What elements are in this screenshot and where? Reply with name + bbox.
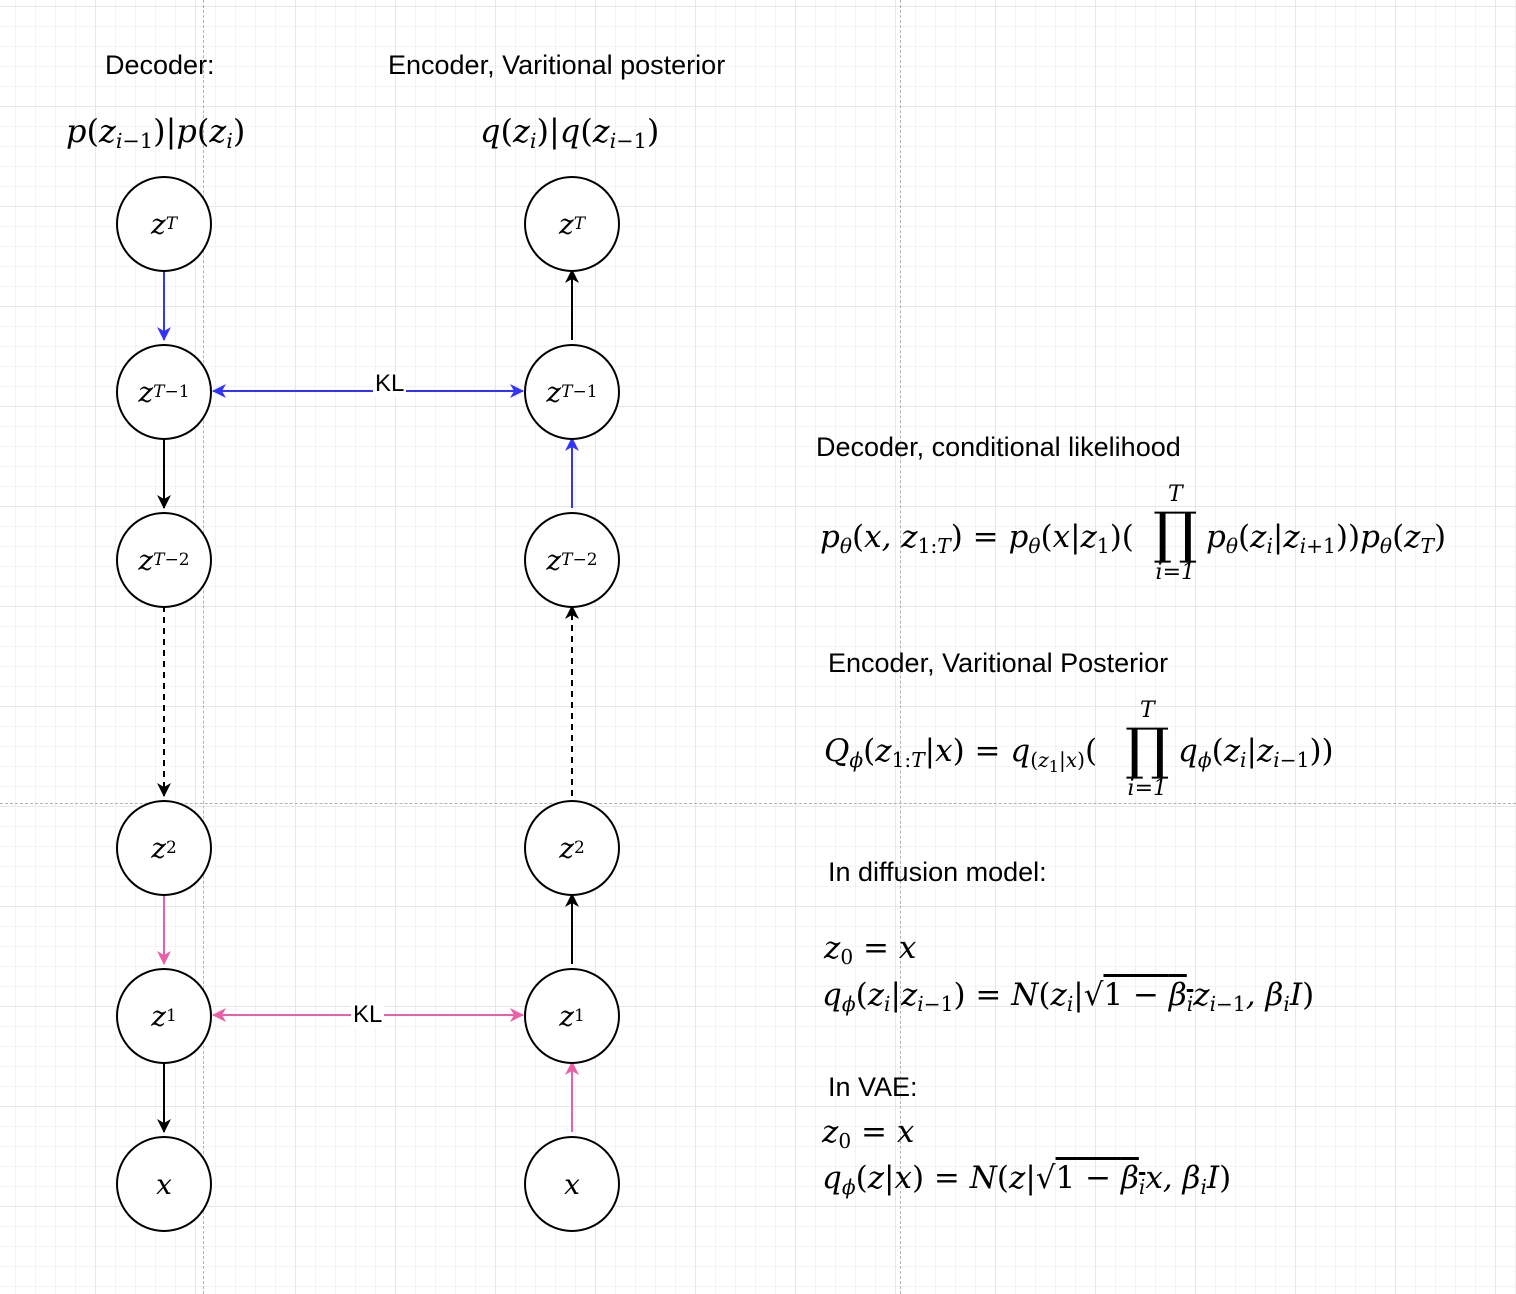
encoder-factor-formula: q(zi)|q(zi−1) <box>480 112 660 154</box>
page-guide-vertical-1 <box>203 0 204 1294</box>
vae-eq-z0: z0 = x <box>822 1114 915 1154</box>
node-right-x: x <box>524 1136 620 1232</box>
diffusion-eq-z0: z0 = x <box>824 930 917 970</box>
diffusion-title: In diffusion model: <box>828 857 1047 887</box>
vae-title: In VAE: <box>828 1072 918 1102</box>
decoder-product-symbol: T ∏ i=1 <box>1153 482 1198 585</box>
decoder-likelihood-equation: pθ(x, z1:T) = pθ(x|z1)( <box>820 519 1134 559</box>
decoder-factor-formula: p(zi−1)|p(zi) <box>66 112 246 154</box>
kl-label-bottom: KL <box>351 1001 385 1028</box>
encoder-header: Encoder, Varitional posterior <box>388 50 726 80</box>
diffusion-eq-q: qϕ(zi|zi−1) = N(zi|√1 − βizi−1, βiI) <box>822 977 1315 1017</box>
decoder-likelihood-equation-tail: pθ(zi|zi+1))pθ(zT) <box>1206 519 1447 559</box>
decoder-header: Decoder: <box>105 50 215 80</box>
encoder-posterior-equation-tail: qϕ(zi|zi−1)) <box>1178 733 1334 773</box>
vae-eq-q: qϕ(z|x) = N(z|√1 − βix, βiI) <box>822 1160 1232 1200</box>
node-right-zT-2: z T−2 <box>524 512 620 608</box>
encoder-posterior-equation: Qϕ(z1:T|x) = q(z1|x)( <box>824 733 1098 776</box>
encoder-posterior-title: Encoder, Varitional Posterior <box>828 648 1169 678</box>
page-guide-horizontal <box>0 803 1516 804</box>
encoder-product-symbol: T ∏ i=1 <box>1125 698 1170 801</box>
kl-label-top: KL <box>373 370 407 397</box>
page-guide-vertical-2 <box>900 0 901 1294</box>
decoder-likelihood-title: Decoder, conditional likelihood <box>816 432 1181 462</box>
node-left-x: x <box>116 1136 212 1232</box>
node-right-zT-1: z T−1 <box>524 344 620 440</box>
node-left-zT-2: z T−2 <box>116 512 212 608</box>
node-left-zT-1: z T−1 <box>116 344 212 440</box>
